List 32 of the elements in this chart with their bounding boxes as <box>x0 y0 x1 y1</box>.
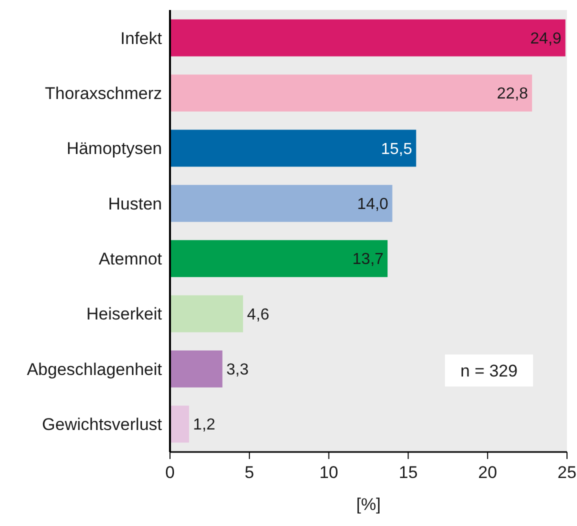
bar <box>170 184 392 222</box>
x-tick-label: 5 <box>244 463 254 482</box>
data-label: 13,7 <box>352 251 384 268</box>
bar <box>170 295 244 332</box>
bar <box>170 350 222 388</box>
data-label: 1,2 <box>193 416 216 434</box>
bar <box>170 406 190 443</box>
x-tick-label: 10 <box>319 463 338 482</box>
data-label: 22,8 <box>496 86 528 103</box>
data-label: 4,6 <box>247 306 270 324</box>
y-tick-label: Hämoptysen <box>66 139 162 158</box>
y-tick-label: Husten <box>108 194 162 214</box>
data-label: 24,9 <box>530 30 562 48</box>
x-tick-label: 0 <box>165 463 175 482</box>
y-tick-label: Heiserkeit <box>86 304 162 324</box>
x-tick-label: 25 <box>558 463 576 482</box>
annotation: n = 329 <box>460 361 518 380</box>
bar <box>170 240 388 278</box>
y-tick-label: Thoraxschmerz <box>44 84 162 103</box>
data-label: 15,5 <box>381 140 412 158</box>
bar <box>170 130 416 167</box>
data-label: 14,0 <box>357 196 388 214</box>
x-tick-label: 20 <box>478 463 498 482</box>
bar <box>170 19 566 56</box>
y-tick-label: Gewichtsverlust <box>42 415 162 434</box>
y-tick-label: Infekt <box>120 28 162 48</box>
data-label: 3,3 <box>226 362 249 379</box>
bar <box>170 74 532 112</box>
y-tick-label: Atemnot <box>98 250 162 269</box>
y-tick-label: Abgeschlagenheit <box>26 360 162 379</box>
x-axis-title: [%] <box>356 495 381 514</box>
x-tick-label: 15 <box>398 463 418 482</box>
